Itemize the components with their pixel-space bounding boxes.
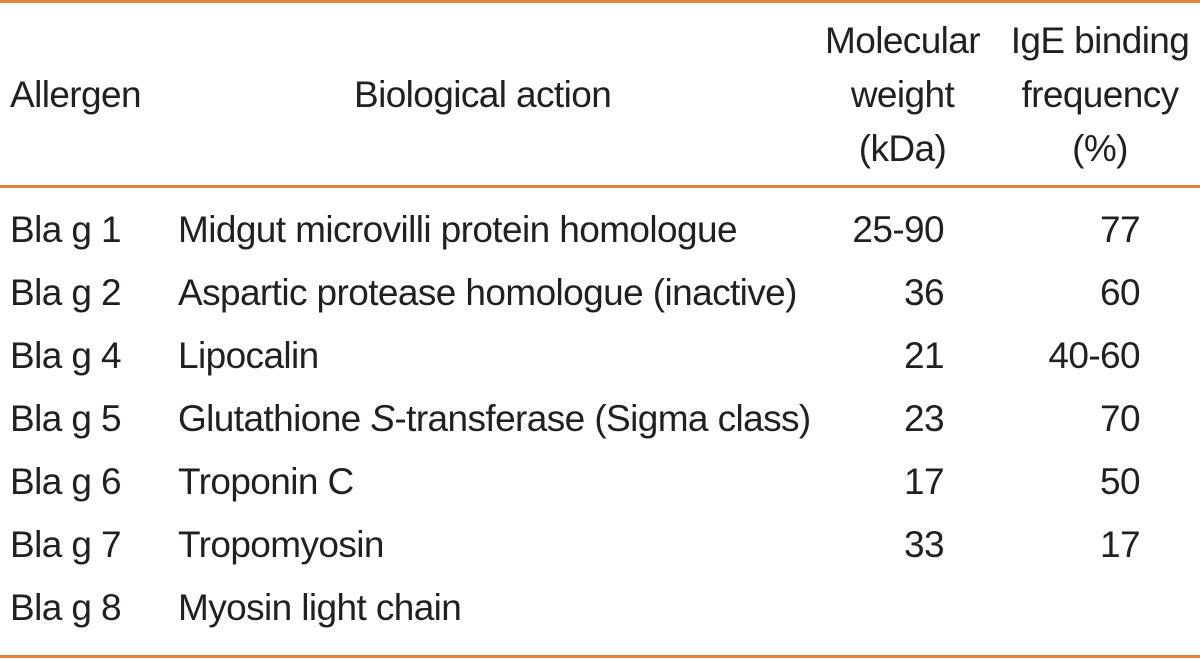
cell-biological-action: Aspartic protease homologue (inactive) [178,272,797,313]
header-biological-action: Biological action [354,74,612,115]
header-ige-line-1: IgE binding [1010,20,1190,61]
header-molecular-weight: Molecular weight (kDa) [815,14,990,176]
header-mw-line-2: weight [850,74,955,115]
cell-ige-binding-frequency: 17 [1100,524,1141,565]
header-allergen: Allergen [10,74,142,115]
cell-molecular-weight: 33 [904,524,945,565]
cell-biological-action: Lipocalin [178,335,319,376]
action-text-post: -transferase (Sigma class) [394,398,811,439]
cell-allergen: Bla g 5 [10,398,122,439]
cell-ige-binding-frequency: 40-60 [1048,335,1140,376]
cell-allergen: Bla g 8 [10,587,122,628]
cell-allergen: Bla g 6 [10,461,122,502]
header-ige-line-2: frequency [1021,74,1179,115]
cell-molecular-weight: 23 [904,398,945,439]
header-ige-binding-frequency: IgE binding frequency (%) [1000,14,1200,176]
cell-molecular-weight: 21 [904,335,945,376]
cell-biological-action: Troponin C [178,461,354,502]
cell-allergen: Bla g 2 [10,272,122,313]
cell-ige-binding-frequency: 60 [1100,272,1141,313]
cell-allergen: Bla g 1 [10,209,122,250]
bottom-rule [0,655,1200,658]
header-mw-line-1: Molecular [825,20,981,61]
cell-ige-binding-frequency: 77 [1100,209,1141,250]
cell-biological-action: Tropomyosin [178,524,384,565]
cell-allergen: Bla g 7 [10,524,122,565]
header-ige-line-3: (%) [1072,128,1128,169]
cell-allergen: Bla g 4 [10,335,122,376]
cell-molecular-weight: 36 [904,272,945,313]
cell-ige-binding-frequency: 50 [1100,461,1141,502]
action-text-italic: S [370,398,395,439]
header-rule [0,185,1200,188]
cell-biological-action: Glutathione S-transferase (Sigma class) [178,393,811,445]
header-mw-line-3: (kDa) [858,128,947,169]
cell-biological-action: Midgut microvilli protein homologue [178,209,738,250]
cell-molecular-weight: 17 [904,461,945,502]
top-rule [0,0,1200,3]
cell-molecular-weight: 25-90 [852,209,944,250]
action-text-pre: Glutathione [178,398,371,439]
cell-ige-binding-frequency: 70 [1100,398,1141,439]
cell-biological-action: Myosin light chain [178,587,462,628]
